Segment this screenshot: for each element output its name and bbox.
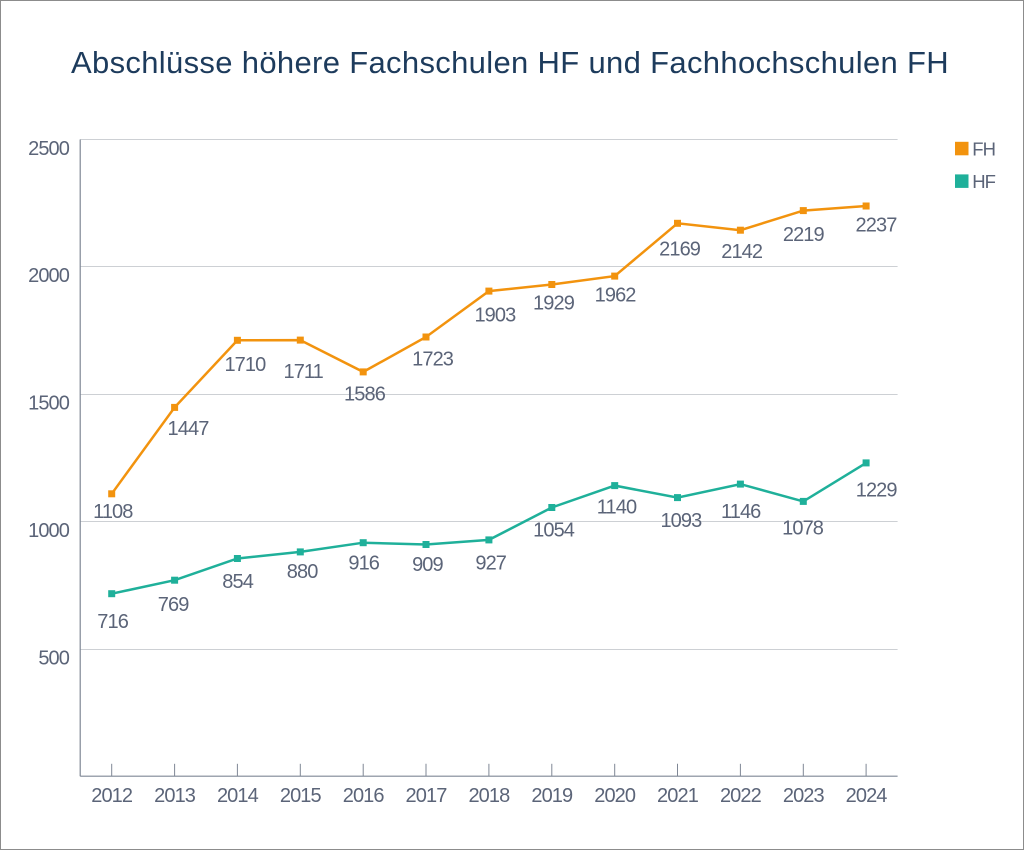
svg-text:FH: FH <box>972 139 995 160</box>
svg-text:1447: 1447 <box>168 418 210 440</box>
svg-text:2022: 2022 <box>720 785 762 807</box>
svg-text:2016: 2016 <box>343 785 385 807</box>
svg-text:1500: 1500 <box>28 393 70 415</box>
svg-text:2021: 2021 <box>657 785 699 807</box>
svg-text:2024: 2024 <box>846 785 888 807</box>
svg-text:2237: 2237 <box>856 215 898 237</box>
svg-text:1078: 1078 <box>782 518 824 540</box>
svg-text:2219: 2219 <box>783 224 825 246</box>
svg-text:2012: 2012 <box>91 785 133 807</box>
svg-text:2018: 2018 <box>468 785 510 807</box>
svg-text:880: 880 <box>287 561 318 583</box>
svg-text:2142: 2142 <box>721 241 763 263</box>
svg-text:2169: 2169 <box>659 239 701 261</box>
svg-text:927: 927 <box>475 553 506 575</box>
svg-text:1146: 1146 <box>721 501 761 523</box>
svg-text:716: 716 <box>97 611 128 633</box>
svg-text:1723: 1723 <box>412 349 454 371</box>
svg-text:1586: 1586 <box>344 383 386 405</box>
svg-text:1108: 1108 <box>93 501 133 523</box>
svg-text:769: 769 <box>158 594 189 616</box>
svg-text:2019: 2019 <box>531 785 573 807</box>
svg-text:2014: 2014 <box>217 785 259 807</box>
svg-text:2015: 2015 <box>280 785 322 807</box>
svg-text:1229: 1229 <box>856 480 898 502</box>
svg-text:1903: 1903 <box>474 304 516 326</box>
svg-text:Abschlüsse höhere Fachschulen: Abschlüsse höhere Fachschulen HF und Fac… <box>71 45 949 80</box>
svg-text:HF: HF <box>972 171 995 192</box>
svg-text:854: 854 <box>222 571 253 593</box>
svg-text:909: 909 <box>412 554 443 576</box>
svg-text:2013: 2013 <box>154 785 196 807</box>
svg-text:1710: 1710 <box>224 354 266 376</box>
svg-text:916: 916 <box>348 553 379 575</box>
svg-text:2020: 2020 <box>594 785 636 807</box>
svg-text:2017: 2017 <box>406 785 448 807</box>
svg-text:2500: 2500 <box>28 138 70 160</box>
svg-text:1929: 1929 <box>533 293 575 315</box>
svg-text:1093: 1093 <box>660 510 702 532</box>
svg-text:1054: 1054 <box>533 520 575 542</box>
svg-text:1962: 1962 <box>595 284 637 306</box>
svg-text:2023: 2023 <box>783 785 825 807</box>
svg-text:1140: 1140 <box>597 496 637 518</box>
svg-text:1711: 1711 <box>283 361 323 383</box>
svg-text:2000: 2000 <box>28 265 70 287</box>
svg-text:1000: 1000 <box>28 520 70 542</box>
svg-text:500: 500 <box>38 648 69 670</box>
